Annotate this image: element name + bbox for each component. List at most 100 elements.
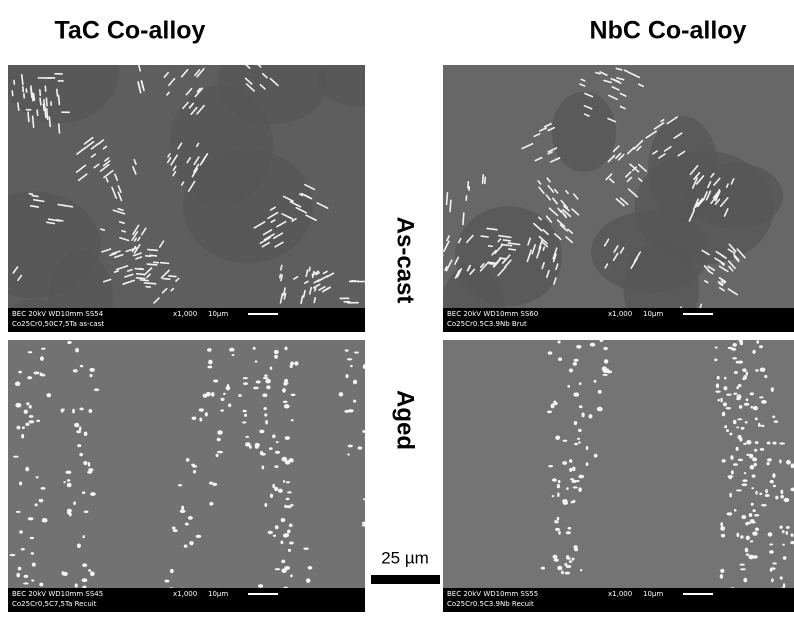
carbide: [786, 460, 791, 465]
carbide: [375, 553, 380, 556]
carbide: [258, 47, 265, 54]
carbide: [547, 411, 552, 414]
carbide: [157, 56, 158, 61]
carbide: [744, 472, 746, 474]
carbide: [243, 377, 248, 379]
carbide: [69, 512, 72, 516]
carbide: [259, 430, 264, 434]
carbide: [35, 503, 38, 506]
carbide: [557, 340, 560, 343]
carbide: [572, 558, 575, 561]
carbide: [774, 420, 778, 423]
carbide: [41, 348, 45, 350]
carbide: [481, 236, 488, 237]
carbide: [566, 487, 569, 490]
carbide: [746, 371, 748, 375]
carbide: [137, 274, 144, 275]
carbide: [574, 548, 578, 551]
carbide: [27, 376, 32, 379]
carbide: [365, 436, 370, 440]
carbide: [387, 532, 392, 534]
carbide: [264, 413, 267, 416]
carbide: [169, 276, 176, 277]
carbide: [344, 410, 349, 413]
carbide: [82, 586, 86, 589]
carbide: [732, 357, 737, 359]
carbide: [483, 175, 484, 183]
carbide: [21, 434, 24, 439]
carbide: [339, 392, 344, 396]
carbide: [350, 365, 353, 367]
carbide: [727, 475, 733, 477]
carbide: [36, 420, 40, 422]
carbide: [558, 357, 562, 361]
carbide: [594, 55, 600, 57]
carbide: [245, 442, 251, 446]
carbide: [253, 387, 259, 390]
carbide: [147, 264, 157, 265]
carbide: [192, 416, 197, 420]
carbide: [367, 501, 371, 504]
info-scale: 10µm: [208, 310, 228, 318]
carbide: [348, 445, 353, 448]
carbide: [752, 509, 755, 512]
carbide: [724, 425, 727, 428]
carbide: [280, 274, 281, 277]
carbide: [135, 269, 143, 270]
carbide: [773, 485, 776, 488]
carbide: [604, 359, 608, 363]
carbide: [586, 446, 588, 450]
carbide: [746, 454, 751, 456]
carbide: [82, 563, 87, 567]
row-label: Aged: [392, 390, 419, 450]
carbide: [594, 380, 597, 383]
carbide: [596, 73, 600, 74]
carbide: [90, 571, 95, 576]
carbide: [33, 371, 39, 374]
carbide: [272, 484, 275, 489]
carbide: [178, 484, 182, 486]
carbide: [23, 582, 29, 584]
carbide: [488, 262, 495, 263]
carbide: [388, 519, 391, 523]
carbide: [571, 480, 577, 483]
micrograph: BEC 20kV WD10mm SS54x1,00010µmCo25Cr0,50…: [0, 21, 408, 363]
carbide: [779, 459, 782, 463]
carbide: [220, 409, 224, 411]
carbide: [569, 468, 572, 472]
carbide: [553, 555, 558, 559]
carbide: [274, 487, 278, 491]
carbide: [596, 53, 604, 55]
carbide: [148, 250, 158, 251]
carbide: [163, 279, 170, 280]
carbide: [229, 348, 235, 352]
carbide: [28, 420, 34, 423]
carbide: [122, 231, 125, 232]
carbide: [66, 471, 72, 474]
carbide: [180, 510, 186, 513]
carbide: [16, 426, 20, 430]
carbide: [216, 454, 219, 457]
carbide: [767, 442, 771, 445]
carbide: [570, 478, 574, 480]
carbide: [791, 533, 794, 536]
carbide: [463, 213, 464, 224]
carbide: [772, 415, 775, 418]
info-magnification: x1,000: [173, 590, 197, 598]
carbide: [345, 374, 348, 378]
carbide: [75, 583, 78, 587]
carbide: [268, 531, 273, 534]
carbide: [755, 441, 759, 444]
carbide: [283, 480, 285, 483]
carbide: [22, 426, 25, 429]
carbide: [245, 52, 248, 54]
carbide: [723, 402, 727, 406]
carbide: [244, 414, 247, 417]
carbide: [750, 392, 754, 395]
carbide: [207, 348, 211, 352]
carbide: [370, 448, 375, 451]
carbide: [717, 399, 720, 402]
carbide: [737, 418, 742, 420]
carbide: [211, 392, 215, 397]
carbide: [45, 107, 46, 117]
